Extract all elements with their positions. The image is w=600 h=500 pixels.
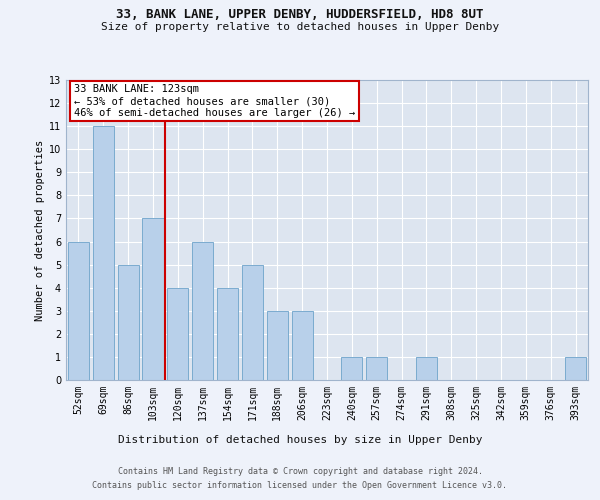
Bar <box>366 357 387 380</box>
Y-axis label: Number of detached properties: Number of detached properties <box>35 140 44 320</box>
Bar <box>565 357 586 380</box>
Bar <box>93 126 114 380</box>
Bar <box>217 288 238 380</box>
Text: Contains public sector information licensed under the Open Government Licence v3: Contains public sector information licen… <box>92 481 508 490</box>
Text: 33 BANK LANE: 123sqm
← 53% of detached houses are smaller (30)
46% of semi-detac: 33 BANK LANE: 123sqm ← 53% of detached h… <box>74 84 355 117</box>
Bar <box>292 311 313 380</box>
Bar <box>242 264 263 380</box>
Bar <box>416 357 437 380</box>
Text: 33, BANK LANE, UPPER DENBY, HUDDERSFIELD, HD8 8UT: 33, BANK LANE, UPPER DENBY, HUDDERSFIELD… <box>116 8 484 20</box>
Bar <box>118 264 139 380</box>
Bar <box>267 311 288 380</box>
Text: Size of property relative to detached houses in Upper Denby: Size of property relative to detached ho… <box>101 22 499 32</box>
Bar <box>341 357 362 380</box>
Text: Contains HM Land Registry data © Crown copyright and database right 2024.: Contains HM Land Registry data © Crown c… <box>118 468 482 476</box>
Bar <box>68 242 89 380</box>
Text: Distribution of detached houses by size in Upper Denby: Distribution of detached houses by size … <box>118 435 482 445</box>
Bar <box>167 288 188 380</box>
Bar <box>192 242 213 380</box>
Bar <box>142 218 164 380</box>
